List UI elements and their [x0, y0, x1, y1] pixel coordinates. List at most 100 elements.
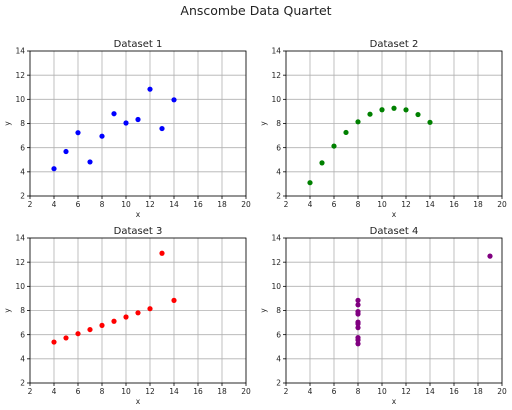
x-tick-label: 14	[169, 200, 179, 209]
x-axis-label: x	[392, 397, 397, 406]
x-tick-label: 18	[217, 200, 227, 209]
y-tick-label: 12	[15, 71, 25, 80]
x-tick-label: 8	[100, 387, 105, 396]
y-tick-label: 2	[276, 192, 281, 201]
data-point	[171, 297, 177, 303]
data-point	[171, 97, 177, 103]
y-tick-label: 6	[276, 143, 281, 152]
data-point	[355, 302, 361, 308]
y-tick-label: 10	[15, 282, 25, 291]
data-point	[123, 314, 129, 320]
y-tick-label: 4	[20, 168, 25, 177]
data-point	[159, 250, 165, 256]
data-point	[331, 143, 337, 149]
x-tick-label: 2	[284, 200, 289, 209]
y-tick-label: 12	[15, 258, 25, 267]
y-tick-label: 2	[20, 379, 25, 388]
x-tick-label: 10	[121, 200, 131, 209]
data-point	[111, 318, 117, 324]
x-tick-label: 10	[377, 200, 387, 209]
y-axis-label: y	[259, 121, 268, 126]
data-point	[355, 341, 361, 347]
y-tick-label: 2	[20, 192, 25, 201]
data-point	[51, 339, 57, 345]
y-tick-label: 8	[20, 306, 25, 315]
y-tick-label: 14	[15, 47, 25, 56]
data-point	[99, 133, 105, 139]
x-tick-label: 6	[332, 387, 337, 396]
y-tick-label: 12	[271, 258, 281, 267]
data-point	[135, 310, 141, 316]
data-point	[75, 331, 81, 337]
x-tick-label: 12	[145, 200, 155, 209]
y-tick-label: 14	[15, 234, 25, 243]
data-point	[51, 166, 57, 172]
data-point	[355, 308, 361, 315]
panel-title: Dataset 2	[370, 39, 419, 50]
x-tick-label: 20	[497, 200, 507, 209]
data-point	[427, 119, 433, 125]
x-tick-label: 14	[169, 387, 179, 396]
y-tick-label: 6	[276, 330, 281, 339]
x-tick-label: 10	[121, 387, 131, 396]
data-point	[355, 325, 361, 331]
x-tick-label: 20	[241, 200, 251, 209]
data-point	[367, 111, 373, 117]
data-point	[343, 129, 349, 136]
data-point	[403, 107, 409, 113]
data-point	[355, 119, 361, 125]
y-tick-label: 12	[271, 71, 281, 80]
x-tick-label: 18	[473, 387, 483, 396]
data-point	[355, 297, 361, 303]
data-point	[379, 107, 385, 113]
data-point	[319, 160, 325, 166]
y-tick-label: 8	[20, 119, 25, 128]
data-point	[87, 326, 93, 333]
y-axis-label: y	[259, 308, 268, 313]
data-point	[147, 86, 153, 92]
y-tick-label: 10	[271, 282, 281, 291]
x-tick-label: 12	[401, 387, 411, 396]
panel-title: Dataset 4	[370, 226, 419, 237]
data-point	[355, 337, 361, 343]
chart-panel-1: 2 4 6 8 10 12 14 16 18 20 2 4 6 8 10 12 14 Dataset 1 x y	[3, 39, 251, 219]
x-tick-label: 16	[449, 387, 459, 396]
x-tick-label: 6	[76, 200, 81, 209]
data-point	[159, 125, 165, 132]
x-tick-label: 8	[356, 200, 361, 209]
x-tick-label: 14	[425, 200, 435, 209]
panel-title: Dataset 1	[114, 39, 163, 50]
y-tick-label: 8	[276, 119, 281, 128]
x-tick-label: 4	[308, 200, 313, 209]
data-point	[391, 105, 397, 111]
x-tick-label: 12	[145, 387, 155, 396]
y-axis-label: y	[3, 308, 12, 313]
x-tick-label: 8	[356, 387, 361, 396]
chart-panel-2: 2 4 6 8 10 12 14 16 18 20 2 4 6 8 10 12 14 Dataset 2 x y	[259, 39, 507, 219]
data-point	[63, 148, 69, 155]
y-axis-label: y	[3, 121, 12, 126]
data-point	[87, 159, 93, 165]
y-tick-label: 10	[271, 95, 281, 104]
y-tick-label: 2	[276, 379, 281, 388]
data-point	[63, 335, 69, 341]
x-axis-label: x	[136, 210, 141, 219]
x-tick-label: 16	[193, 200, 203, 209]
x-tick-label: 6	[76, 387, 81, 396]
x-tick-label: 2	[28, 387, 33, 396]
x-tick-label: 20	[241, 387, 251, 396]
x-tick-label: 8	[100, 200, 105, 209]
chart-panel-4: 2 4 6 8 10 12 14 16 18 20 2 4 6 8 10 12 14 Dataset 4 x y	[259, 226, 507, 406]
data-point	[99, 322, 105, 328]
x-tick-label: 4	[52, 200, 57, 209]
data-point	[307, 180, 313, 186]
y-tick-label: 6	[20, 143, 25, 152]
data-point	[135, 116, 141, 123]
y-tick-label: 6	[20, 330, 25, 339]
data-point	[147, 306, 153, 312]
y-tick-label: 4	[276, 168, 281, 177]
data-point	[487, 253, 493, 259]
x-tick-label: 16	[193, 387, 203, 396]
x-tick-label: 12	[401, 200, 411, 209]
